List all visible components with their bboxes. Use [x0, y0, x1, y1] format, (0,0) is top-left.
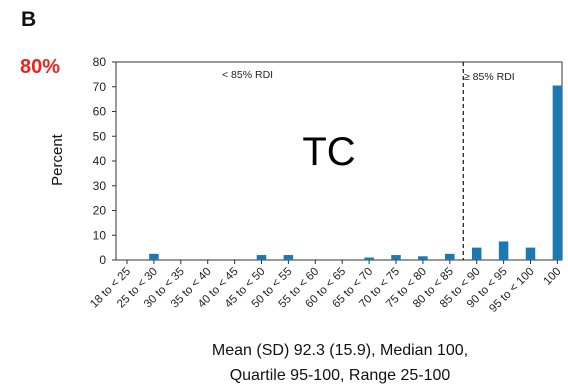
y-axis-title: Percent [49, 133, 66, 186]
y-tick-label: 20 [93, 204, 107, 218]
bar [149, 253, 159, 260]
bar [525, 247, 536, 260]
y-tick-label: 30 [93, 179, 107, 193]
bar [364, 257, 374, 260]
summary-line-2: Quartile 95-100, Range 25-100 [230, 367, 451, 384]
center-annotation: TC [302, 130, 355, 174]
bar [445, 253, 455, 260]
bar [471, 247, 482, 260]
x-tick-label: 100 [541, 266, 563, 288]
bars-group [149, 85, 563, 260]
summary-line-1: Mean (SD) 92.3 (15.9), Median 100, [212, 342, 468, 359]
region-left-label: < 85% RDI [222, 69, 273, 81]
y-tick-label: 80 [93, 55, 107, 69]
bar [418, 256, 428, 260]
y-tick-label: 0 [99, 253, 106, 267]
bar [256, 255, 267, 260]
y-tick-label: 10 [93, 228, 107, 242]
y-tick-label: 70 [93, 80, 107, 94]
bar [552, 85, 563, 260]
bar [391, 255, 401, 260]
bar [283, 255, 294, 260]
y-tick-label: 60 [93, 105, 107, 119]
y-tick-label: 50 [93, 129, 107, 143]
bar [498, 241, 509, 260]
region-right-label: ≥ 85% RDI [464, 71, 515, 83]
y-tick-label: 40 [93, 154, 107, 168]
highlight-callout: 80% [20, 56, 60, 78]
panel-letter: B [21, 8, 36, 31]
y-axis: 0 10 20 30 40 50 60 70 80 [93, 55, 116, 267]
